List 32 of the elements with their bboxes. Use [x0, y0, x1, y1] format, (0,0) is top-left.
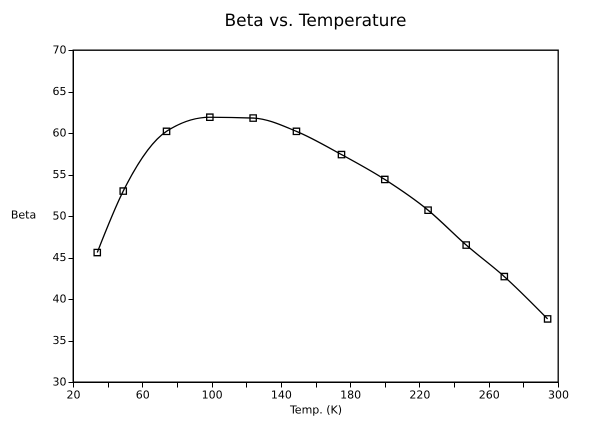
x-tick-label: 60	[136, 388, 150, 402]
y-tick-label: 40	[52, 292, 66, 306]
point	[500, 272, 508, 280]
x-tick-label: 260	[478, 388, 500, 402]
point	[93, 248, 102, 256]
point	[462, 241, 470, 249]
point	[162, 128, 170, 136]
point	[119, 187, 128, 195]
point	[338, 150, 346, 158]
point	[292, 128, 300, 136]
y-tick-label: 65	[52, 85, 66, 98]
x-tick-label: 20	[66, 388, 80, 402]
point	[424, 206, 432, 214]
y-tick-label: 35	[52, 334, 66, 347]
point	[249, 114, 257, 122]
x-tick-label: 140	[270, 388, 292, 402]
y-tick-label: 60	[52, 126, 66, 140]
x-tick-label: 220	[409, 388, 430, 402]
y-tick-label: 70	[52, 44, 66, 56]
point	[380, 176, 389, 184]
y-tick-label: 30	[52, 376, 66, 388]
x-tick-label: 100	[202, 388, 223, 402]
x-tick-label: 180	[340, 388, 362, 402]
chart-title: Beta vs. Temperature	[224, 11, 407, 31]
x-tick-label: 300	[548, 388, 569, 402]
y-tick-label: 45	[52, 251, 66, 264]
point	[206, 113, 214, 122]
y-tick-label: 55	[52, 168, 66, 181]
point	[544, 315, 552, 323]
y-axis-title: Beta	[10, 208, 36, 222]
y-tick-label: 50	[52, 210, 66, 222]
x-axis-title: Temp. (K)	[288, 404, 342, 416]
